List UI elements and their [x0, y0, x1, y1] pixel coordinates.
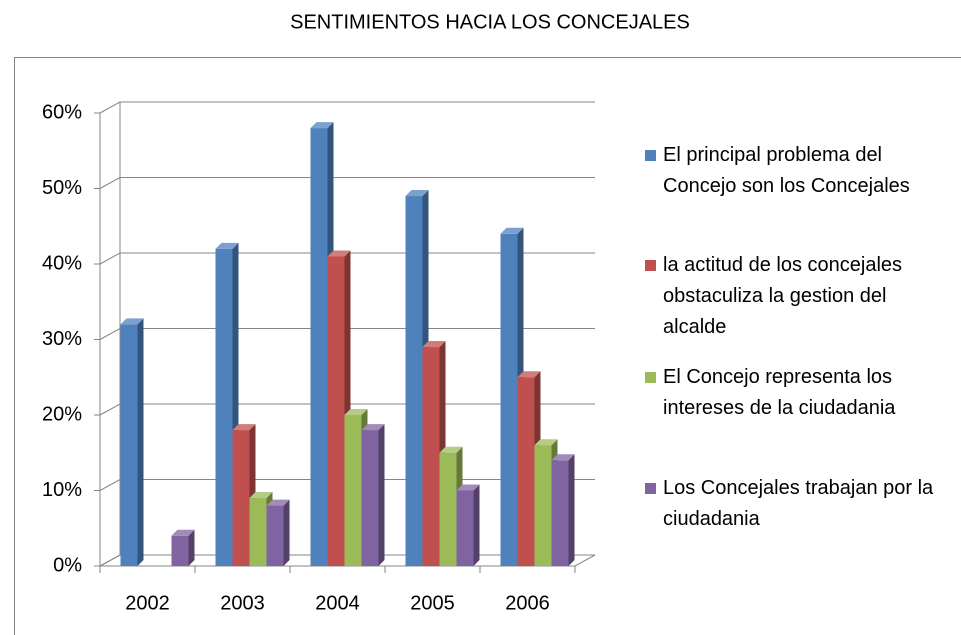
bar [456, 490, 474, 566]
bar-top [456, 484, 480, 491]
bar [500, 233, 518, 567]
bar [232, 430, 250, 566]
bar-top [120, 318, 144, 325]
bar-side [378, 424, 385, 566]
legend-swatch [645, 260, 656, 271]
y-tick-label: 60% [42, 101, 82, 123]
bar [310, 128, 328, 566]
bar-top [232, 424, 256, 431]
legend-swatch [645, 372, 656, 383]
chart-title: SENTIMIENTOS HACIA LOS CONCEJALES [290, 11, 690, 33]
bar [517, 377, 535, 566]
grid-line [99, 101, 595, 114]
bar-group [120, 318, 144, 566]
bar-top [327, 250, 351, 257]
bar-top [215, 242, 239, 249]
x-tick-label: 2005 [410, 592, 455, 614]
legend-entry: El Concejo representa los intereses de l… [645, 362, 945, 424]
bar-side [568, 454, 575, 566]
bar [551, 460, 569, 566]
bar-top [500, 227, 524, 234]
y-tick-label: 30% [42, 328, 82, 350]
bar-group [266, 499, 290, 566]
bar-top [361, 424, 385, 431]
bar-top [422, 341, 446, 348]
x-tick-label: 2006 [505, 592, 550, 614]
legend-swatch [645, 150, 656, 161]
bar [249, 498, 267, 566]
bar-group [171, 529, 195, 566]
bar-top [310, 122, 334, 129]
bar [361, 430, 379, 566]
x-tick-label: 2004 [315, 592, 360, 614]
bar-top [249, 492, 273, 499]
y-tick-label: 0% [53, 554, 82, 576]
bar [171, 535, 189, 566]
y-tick-label: 40% [42, 252, 82, 274]
bar [215, 248, 233, 566]
bar-top [517, 371, 541, 378]
bar-top [171, 529, 195, 536]
bar [266, 505, 284, 566]
x-tick-label: 2003 [220, 592, 265, 614]
bar [344, 415, 362, 566]
bar-top [439, 446, 463, 453]
bar [439, 452, 457, 566]
x-tick-label: 2002 [125, 592, 170, 614]
chart-frame [14, 57, 961, 635]
legend-entry: El principal problema del Concejo son lo… [645, 140, 945, 202]
bar-group [456, 484, 480, 566]
grid-line [99, 177, 595, 189]
legend-swatch [645, 483, 656, 494]
bar-side [188, 529, 195, 566]
bar-side [473, 484, 480, 566]
bar [327, 256, 345, 566]
bar [405, 196, 423, 567]
bar-group [551, 454, 575, 566]
legend-label: El Concejo representa los intereses de l… [663, 366, 896, 419]
y-tick-label: 50% [42, 177, 82, 199]
bar-side [283, 499, 290, 566]
bar [534, 445, 552, 566]
y-tick-label: 10% [42, 479, 82, 501]
bar [120, 324, 138, 566]
legend-entry: la actitud de los concejales obstaculiza… [645, 250, 945, 343]
bar-top [551, 454, 575, 461]
legend-label: El principal problema del Concejo son lo… [663, 144, 910, 197]
bar-top [344, 409, 368, 415]
bar-top [405, 190, 429, 197]
legend-label: la actitud de los concejales obstaculiza… [663, 254, 903, 338]
legend-label: Los Concejales trabajan por la ciudadani… [663, 477, 934, 530]
bar-top [534, 439, 558, 446]
y-tick-label: 20% [42, 403, 82, 425]
legend-entry: Los Concejales trabajan por la ciudadani… [645, 473, 945, 535]
bar-top [266, 499, 290, 506]
bar-group [361, 424, 385, 566]
bar [422, 347, 440, 566]
grid-line [99, 252, 595, 265]
bar-side [137, 318, 144, 566]
grid-line [99, 328, 595, 340]
